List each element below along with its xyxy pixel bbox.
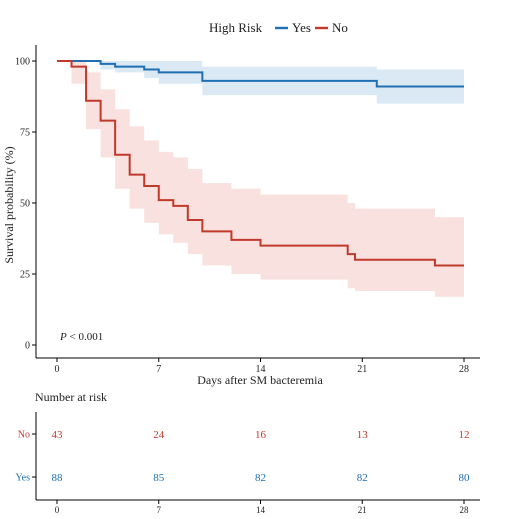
risk-value-no: 13 xyxy=(357,429,369,441)
p-value-symbol: P xyxy=(59,331,67,343)
y-axis-title: Survival probability (%) xyxy=(2,146,16,263)
risk-value-no: 43 xyxy=(52,429,64,441)
risk-value-no: 16 xyxy=(255,429,267,441)
risk-value-yes: 85 xyxy=(153,472,165,484)
x-tick-label: 7 xyxy=(156,364,161,375)
risk-value-yes: 80 xyxy=(459,472,471,484)
legend-label-no: No xyxy=(332,20,348,35)
risk-x-tick-label: 21 xyxy=(358,505,367,514)
risk-value-yes: 82 xyxy=(255,472,266,484)
risk-value-no: 24 xyxy=(153,429,165,441)
y-tick-label: 25 xyxy=(20,270,30,281)
y-tick-label: 50 xyxy=(20,199,30,210)
legend-label-yes: Yes xyxy=(292,20,311,35)
confidence-band-no xyxy=(57,61,464,297)
x-tick-label: 14 xyxy=(256,364,266,375)
survival-curve-no xyxy=(57,60,464,267)
y-tick-label: 75 xyxy=(20,128,30,139)
y-tick-label: 0 xyxy=(25,341,30,352)
risk-value-no: 12 xyxy=(459,429,470,441)
y-tick-label: 100 xyxy=(15,57,30,68)
risk-row-label-yes: Yes xyxy=(15,473,30,484)
survival-curve-yes xyxy=(57,60,464,88)
x-tick-label: 0 xyxy=(55,364,60,375)
x-tick-label: 21 xyxy=(357,364,367,375)
risk-value-yes: 88 xyxy=(52,472,64,484)
risk-x-tick-label: 28 xyxy=(460,505,470,514)
risk-x-tick-label: 0 xyxy=(55,505,60,514)
p-value-annotation: P < 0.001 xyxy=(59,331,103,343)
risk-value-yes: 82 xyxy=(357,472,368,484)
legend-title: High Risk xyxy=(209,20,263,35)
risk-row-label-no: No xyxy=(18,430,30,441)
x-tick-label: 28 xyxy=(459,364,469,375)
risk-x-tick-label: 7 xyxy=(157,505,162,514)
p-value-text: < 0.001 xyxy=(67,331,103,343)
x-axis-title: Days after SM bacteremia xyxy=(197,373,323,387)
risk-x-tick-label: 14 xyxy=(256,505,266,514)
risk-table-title: Number at risk xyxy=(35,390,107,404)
